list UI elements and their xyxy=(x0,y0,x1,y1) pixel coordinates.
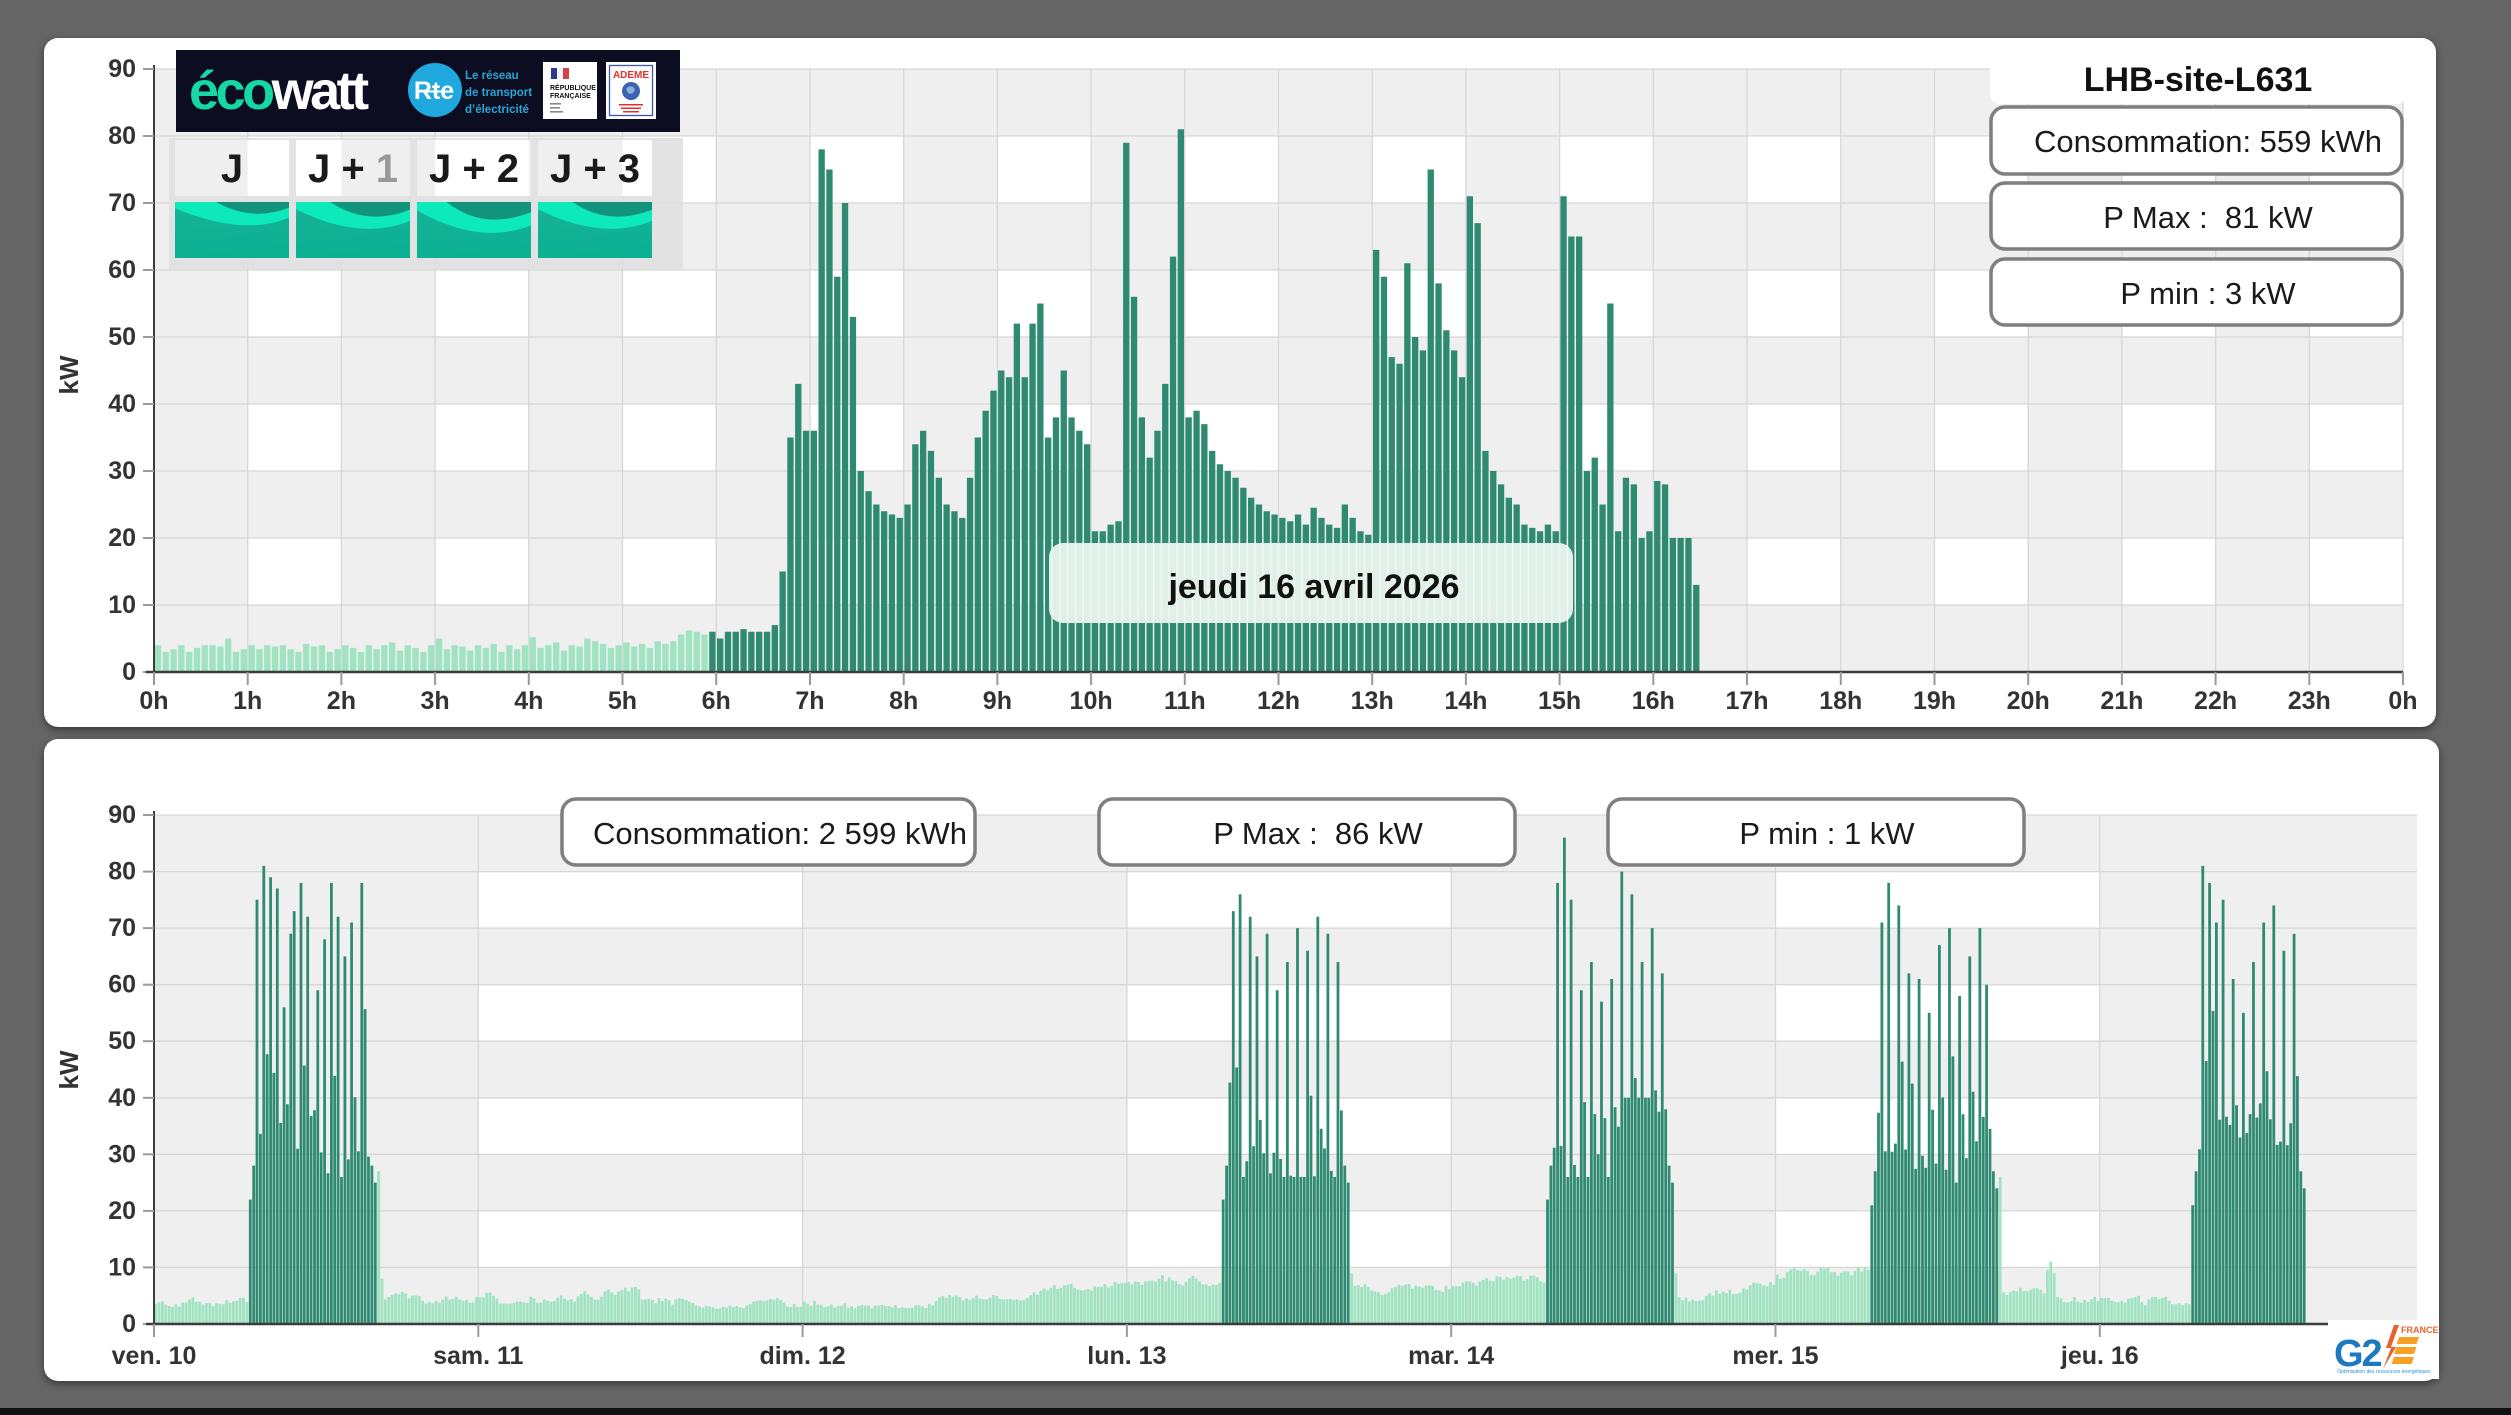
svg-text:LHB-site-L631: LHB-site-L631 xyxy=(2084,61,2313,99)
svg-text:70: 70 xyxy=(108,189,136,217)
svg-text:20: 20 xyxy=(108,524,136,552)
svg-text:0: 0 xyxy=(122,1310,136,1338)
svg-text:23h: 23h xyxy=(2288,687,2331,715)
svg-text:1h: 1h xyxy=(233,687,262,715)
svg-text:9h: 9h xyxy=(983,687,1012,715)
svg-text:5h: 5h xyxy=(608,687,637,715)
svg-text:11h: 11h xyxy=(1164,687,1206,715)
svg-text:sam. 11: sam. 11 xyxy=(433,1342,523,1370)
svg-text:2h: 2h xyxy=(327,687,356,715)
svg-text:Consommation: 559 kWh: Consommation: 559 kWh xyxy=(2034,124,2382,159)
svg-text:50: 50 xyxy=(108,323,136,351)
svg-text:P Max : 81 kW: P Max : 81 kW xyxy=(2103,200,2313,235)
svg-text:J + 2: J + 2 xyxy=(429,147,519,191)
svg-text:18h: 18h xyxy=(1819,687,1862,715)
svg-text:3h: 3h xyxy=(421,687,450,715)
svg-text:P min : 1 kW: P min : 1 kW xyxy=(1739,816,1915,851)
svg-text:90: 90 xyxy=(108,55,136,83)
svg-text:écowatt: écowatt xyxy=(189,61,369,121)
svg-text:jeudi 16 avril 2026: jeudi 16 avril 2026 xyxy=(1167,568,1459,606)
svg-text:70: 70 xyxy=(108,914,136,942)
svg-text:13h: 13h xyxy=(1351,687,1394,715)
svg-text:22h: 22h xyxy=(2194,687,2237,715)
svg-text:P min : 3 kW: P min : 3 kW xyxy=(2120,276,2296,311)
svg-text:10: 10 xyxy=(108,1253,136,1281)
svg-text:ven. 10: ven. 10 xyxy=(112,1342,197,1370)
svg-text:RÉPUBLIQUE: RÉPUBLIQUE xyxy=(550,83,596,92)
svg-text:40: 40 xyxy=(108,390,136,418)
svg-text:kW: kW xyxy=(54,355,84,394)
svg-text:0h: 0h xyxy=(2388,687,2417,715)
svg-text:60: 60 xyxy=(108,256,136,284)
svg-text:J + 1: J + 1 xyxy=(308,147,398,191)
svg-text:50: 50 xyxy=(108,1027,136,1055)
svg-text:20h: 20h xyxy=(2007,687,2050,715)
svg-text:lun. 13: lun. 13 xyxy=(1087,1342,1166,1370)
svg-text:14h: 14h xyxy=(1444,687,1487,715)
svg-text:16h: 16h xyxy=(1632,687,1675,715)
svg-text:jeu. 16: jeu. 16 xyxy=(2060,1342,2139,1370)
svg-text:mer. 15: mer. 15 xyxy=(1732,1342,1818,1370)
svg-text:20: 20 xyxy=(108,1197,136,1225)
svg-text:dim. 12: dim. 12 xyxy=(760,1342,846,1370)
svg-text:4h: 4h xyxy=(514,687,543,715)
svg-text:21h: 21h xyxy=(2100,687,2143,715)
svg-text:kW: kW xyxy=(54,1050,84,1089)
svg-text:d’électricité: d’électricité xyxy=(465,104,529,116)
svg-text:80: 80 xyxy=(108,122,136,150)
svg-text:8h: 8h xyxy=(889,687,918,715)
svg-text:Optimisation des ressources én: Optimisation des ressources énergétiques xyxy=(2337,1369,2431,1375)
svg-text:17h: 17h xyxy=(1725,687,1768,715)
svg-text:7h: 7h xyxy=(795,687,824,715)
svg-text:19h: 19h xyxy=(1913,687,1956,715)
svg-text:FRANCE: FRANCE xyxy=(2401,1325,2439,1335)
svg-text:60: 60 xyxy=(108,971,136,999)
svg-text:ADEME: ADEME xyxy=(613,70,649,81)
svg-text:de transport: de transport xyxy=(465,87,532,99)
svg-text:40: 40 xyxy=(108,1084,136,1112)
svg-text:FRANÇAISE: FRANÇAISE xyxy=(550,93,591,100)
svg-text:Le réseau: Le réseau xyxy=(465,70,519,82)
svg-text:30: 30 xyxy=(108,1140,136,1168)
svg-text:10: 10 xyxy=(108,591,136,619)
svg-text:6h: 6h xyxy=(702,687,731,715)
svg-text:P Max : 86 kW: P Max : 86 kW xyxy=(1213,816,1423,851)
svg-text:mar. 14: mar. 14 xyxy=(1408,1342,1494,1370)
svg-text:Consommation: 2 599 kWh: Consommation: 2 599 kWh xyxy=(593,816,967,851)
svg-text:90: 90 xyxy=(108,801,136,829)
svg-text:G2: G2 xyxy=(2334,1333,2382,1375)
svg-text:0: 0 xyxy=(122,658,136,686)
svg-text:30: 30 xyxy=(108,457,136,485)
svg-text:15h: 15h xyxy=(1538,687,1581,715)
svg-text:80: 80 xyxy=(108,858,136,886)
svg-text:10h: 10h xyxy=(1070,687,1113,715)
svg-text:0h: 0h xyxy=(139,687,168,715)
svg-text:J + 3: J + 3 xyxy=(550,147,640,191)
svg-text:12h: 12h xyxy=(1257,687,1300,715)
svg-text:J: J xyxy=(221,147,243,191)
